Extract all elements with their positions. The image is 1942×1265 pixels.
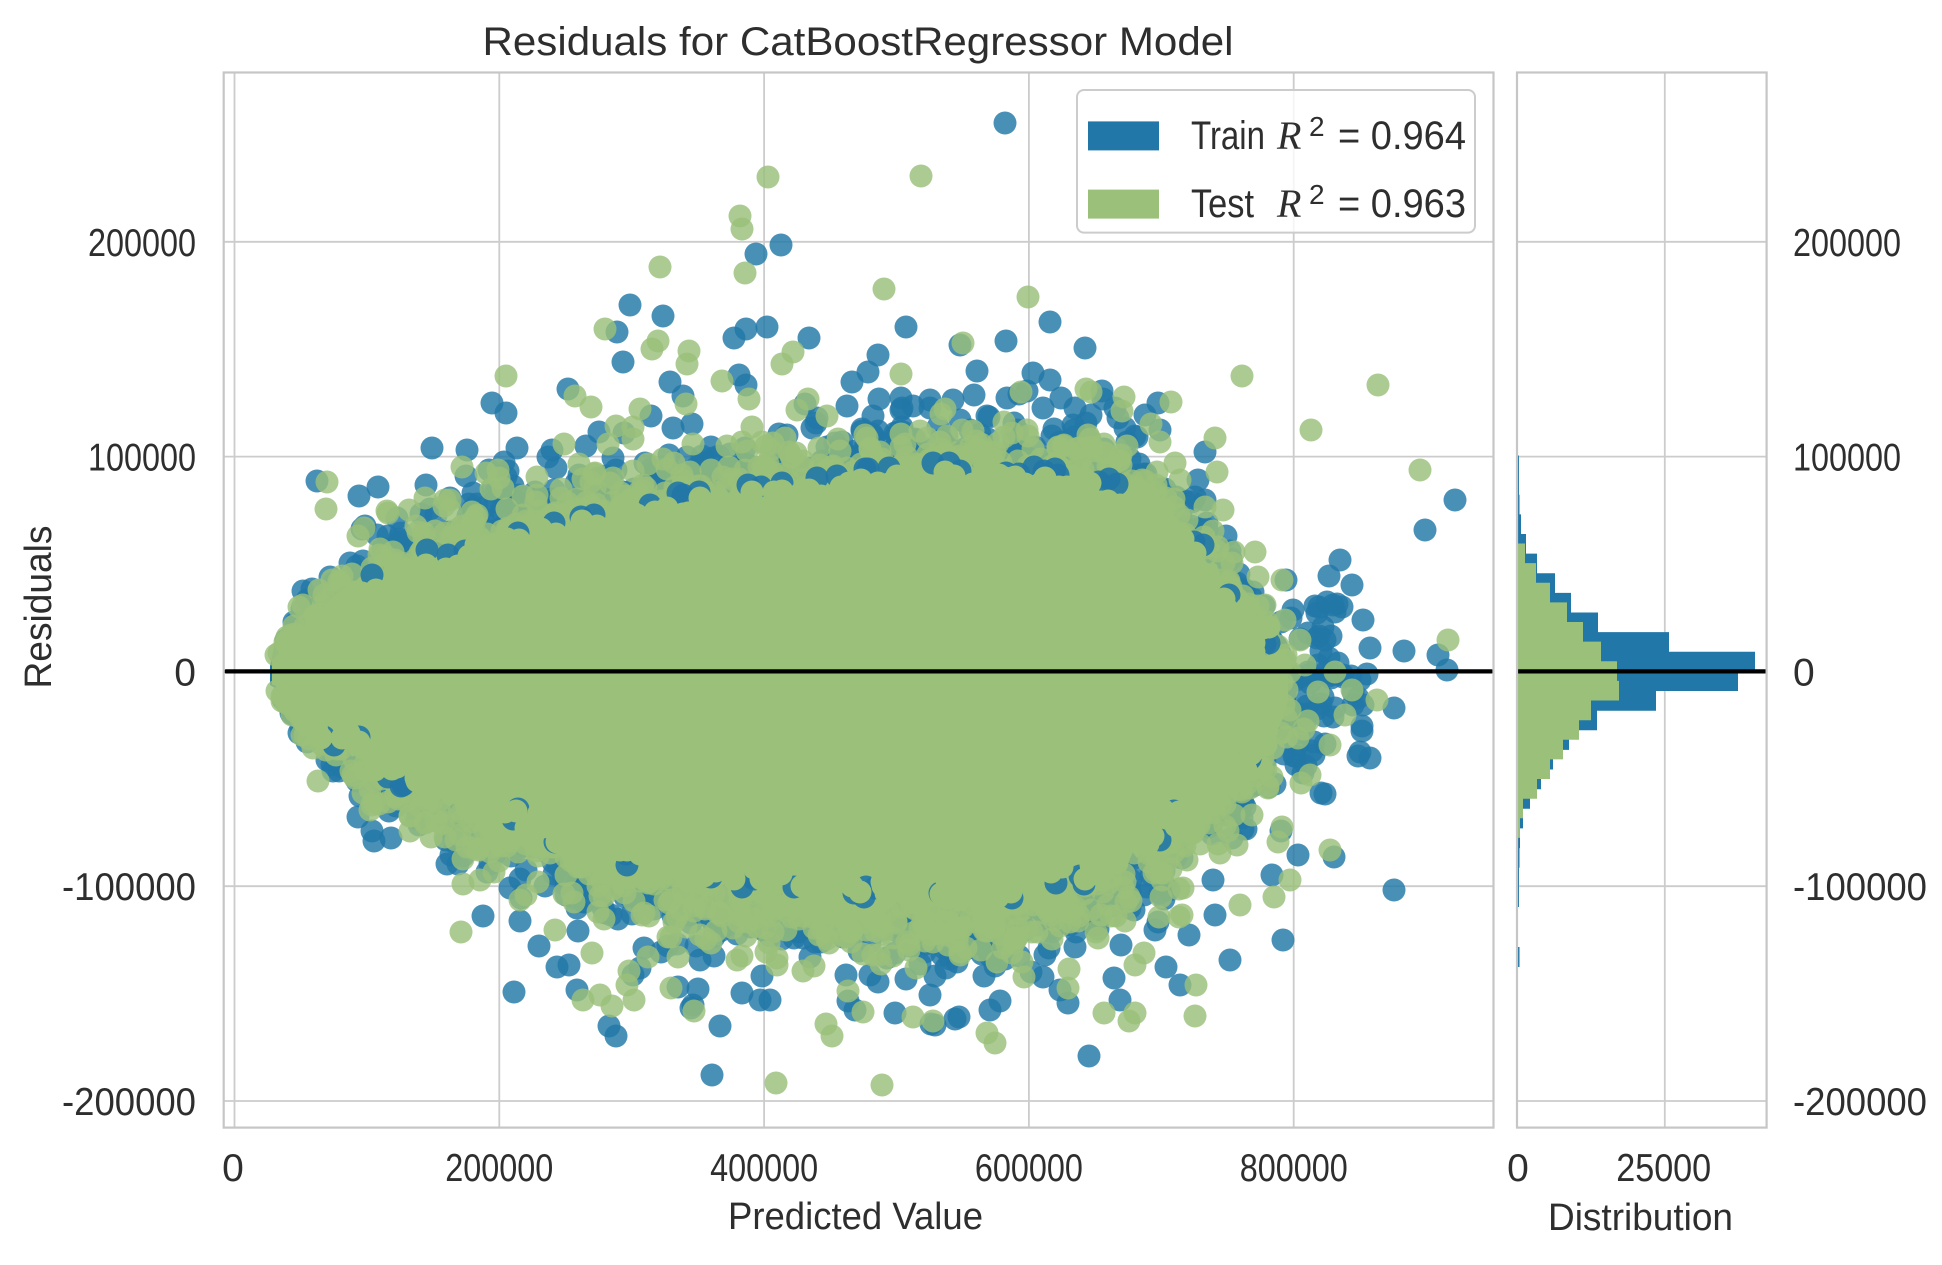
svg-text:R: R	[1276, 181, 1301, 226]
svg-text:Residuals for CatBoostRegresso: Residuals for CatBoostRegressor Model	[483, 20, 1234, 64]
svg-text:-200000: -200000	[1793, 1081, 1927, 1124]
svg-text:-200000: -200000	[62, 1081, 196, 1124]
svg-text:600000: 600000	[975, 1147, 1083, 1190]
svg-text:200000: 200000	[88, 222, 196, 265]
svg-text:0: 0	[222, 1147, 244, 1190]
svg-text:-100000: -100000	[62, 866, 196, 909]
svg-text:200000: 200000	[1793, 222, 1901, 265]
svg-text:800000: 800000	[1240, 1147, 1348, 1190]
svg-text:Predicted Value: Predicted Value	[728, 1196, 983, 1238]
svg-text:0: 0	[1507, 1147, 1529, 1190]
svg-text:= 0.964: = 0.964	[1338, 114, 1466, 158]
svg-text:0: 0	[1793, 651, 1815, 694]
svg-text:Distribution: Distribution	[1548, 1197, 1733, 1239]
svg-text:= 0.963: = 0.963	[1338, 182, 1466, 226]
svg-text:100000: 100000	[88, 437, 196, 480]
svg-text:Residuals: Residuals	[18, 526, 60, 689]
svg-text:2: 2	[1309, 179, 1325, 210]
svg-text:R: R	[1276, 113, 1301, 158]
svg-text:200000: 200000	[445, 1147, 553, 1190]
svg-text:Train: Train	[1191, 114, 1265, 158]
svg-text:100000: 100000	[1793, 437, 1901, 480]
svg-text:25000: 25000	[1616, 1147, 1711, 1190]
svg-text:Test: Test	[1191, 182, 1254, 226]
svg-text:400000: 400000	[710, 1147, 818, 1190]
svg-text:-100000: -100000	[1793, 866, 1927, 909]
svg-text:2: 2	[1309, 111, 1325, 142]
svg-text:0: 0	[174, 651, 196, 694]
